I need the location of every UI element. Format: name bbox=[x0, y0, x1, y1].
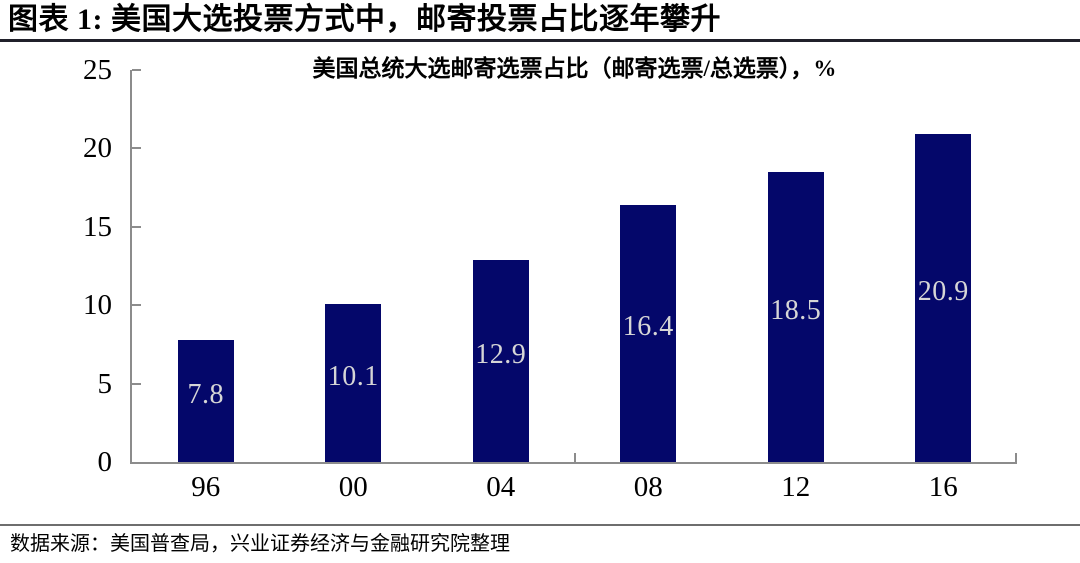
bar-value-label: 10.1 bbox=[327, 360, 379, 392]
y-tick-label: 0 bbox=[97, 446, 113, 478]
chart-title: 美国总统大选邮寄选票占比（邮寄选票/总选票），% bbox=[312, 56, 837, 81]
bar-value-label: 18.5 bbox=[770, 294, 822, 326]
y-tick-mark bbox=[132, 382, 141, 385]
footer-divider bbox=[0, 524, 1080, 526]
y-tick-mark bbox=[132, 304, 141, 307]
x-tick-label: 08 bbox=[633, 471, 663, 503]
bar-96: 7.8 bbox=[177, 339, 234, 462]
bar-value-label: 12.9 bbox=[475, 338, 527, 370]
x-tick-label: 96 bbox=[191, 471, 221, 503]
header-divider bbox=[0, 39, 1080, 42]
x-tick-label: 16 bbox=[928, 471, 958, 503]
bar-08: 16.4 bbox=[620, 204, 677, 462]
bar-04: 12.9 bbox=[472, 259, 529, 462]
y-tick-label: 20 bbox=[83, 132, 112, 165]
y-tick-mark bbox=[132, 225, 141, 228]
y-tick-mark bbox=[132, 147, 141, 150]
bar-value-label: 7.8 bbox=[187, 378, 224, 410]
y-tick-label: 15 bbox=[83, 210, 112, 243]
data-source: 数据来源：美国普查局，兴业证券经济与金融研究院整理 bbox=[10, 533, 510, 555]
x-tick-label: 00 bbox=[338, 471, 368, 503]
bar-value-label: 16.4 bbox=[622, 311, 674, 343]
figure-title: 图表 1: 美国大选投票方式中，邮寄投票占比逐年攀升 bbox=[8, 3, 721, 36]
y-tick-label: 5 bbox=[97, 367, 113, 400]
bar-12: 18.5 bbox=[767, 171, 824, 462]
x-tick-mark bbox=[573, 453, 576, 462]
y-tick-mark bbox=[132, 69, 141, 71]
y-tick-label: 10 bbox=[83, 289, 112, 322]
plot-area: 7.8 10.1 12.9 16.4 18.5 20.9 bbox=[130, 69, 1017, 464]
x-tick-mark bbox=[1015, 453, 1017, 462]
bar-16: 20.9 bbox=[915, 134, 972, 462]
bar-00: 10.1 bbox=[325, 303, 382, 462]
x-tick-label: 04 bbox=[486, 471, 516, 503]
x-tick-label: 12 bbox=[781, 471, 811, 503]
bar-value-label: 20.9 bbox=[917, 276, 969, 308]
y-tick-label: 25 bbox=[83, 54, 112, 86]
